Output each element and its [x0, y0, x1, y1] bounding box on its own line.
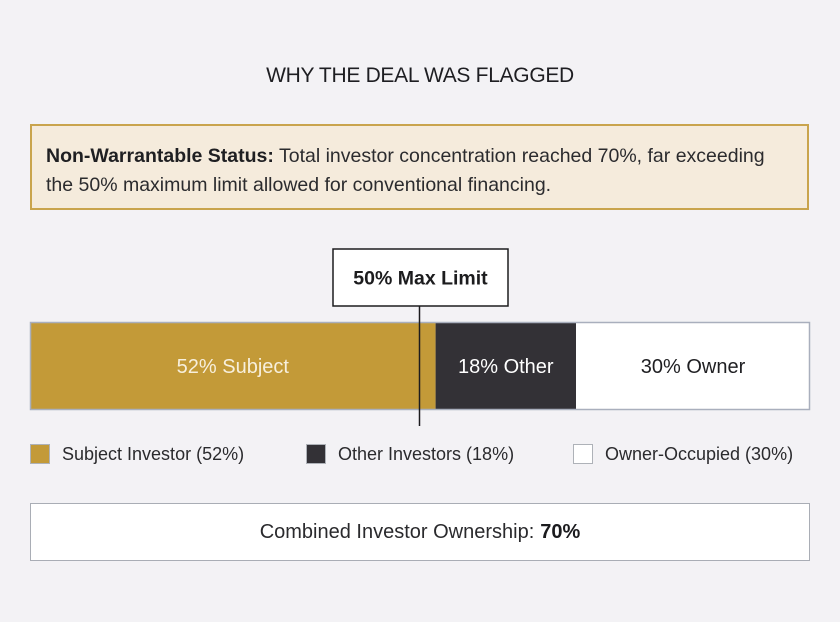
bar-segment-label-2: 18% Other: [458, 356, 554, 378]
bar-segment-2: [435, 322, 576, 410]
summary-box: Combined Investor Ownership: 70%: [30, 503, 810, 561]
legend-swatch-1: [30, 444, 50, 464]
legend-item-1: Subject Investor (52%): [30, 441, 244, 467]
stacked-bar-chart: 52% Subject 18% Other 30% Owner 50% Max Lim…: [29, 248, 811, 426]
threshold-label: 50% Max Limit: [353, 268, 488, 290]
bar-segment-label-1: 52% Subject: [177, 356, 290, 378]
bar-segment-3: [576, 322, 810, 410]
legend-item-3: Owner-Occupied (30%): [573, 441, 793, 467]
legend-label-1: Subject Investor (52%): [62, 443, 245, 464]
bar-segment-1: [30, 322, 436, 410]
legend-label-3: Owner-Occupied (30%): [605, 443, 794, 464]
legend-item-2: Other Investors (18%): [306, 441, 514, 467]
warning-callout: Non-Warrantable Status: Total investor c…: [30, 124, 809, 210]
callout-text: Total investor concentration reached 70%…: [46, 145, 765, 196]
legend-swatch-3: [573, 444, 593, 464]
chart-title: WHY THE DEAL WAS FLAGGED: [266, 64, 574, 87]
bar-segment-label-3: 30% Owner: [641, 356, 746, 378]
legend-label-2: Other Investors (18%): [338, 443, 515, 464]
threshold-label-box: [332, 248, 509, 307]
legend-swatch-2: [306, 444, 326, 464]
callout-label: Non-Warrantable Status:: [46, 145, 274, 167]
chart-legend: Subject Investor (52%) Other Investors (1…: [0, 441, 840, 467]
summary-label: Combined Investor Ownership:: [259, 520, 535, 543]
summary-value: 70%: [540, 520, 581, 543]
